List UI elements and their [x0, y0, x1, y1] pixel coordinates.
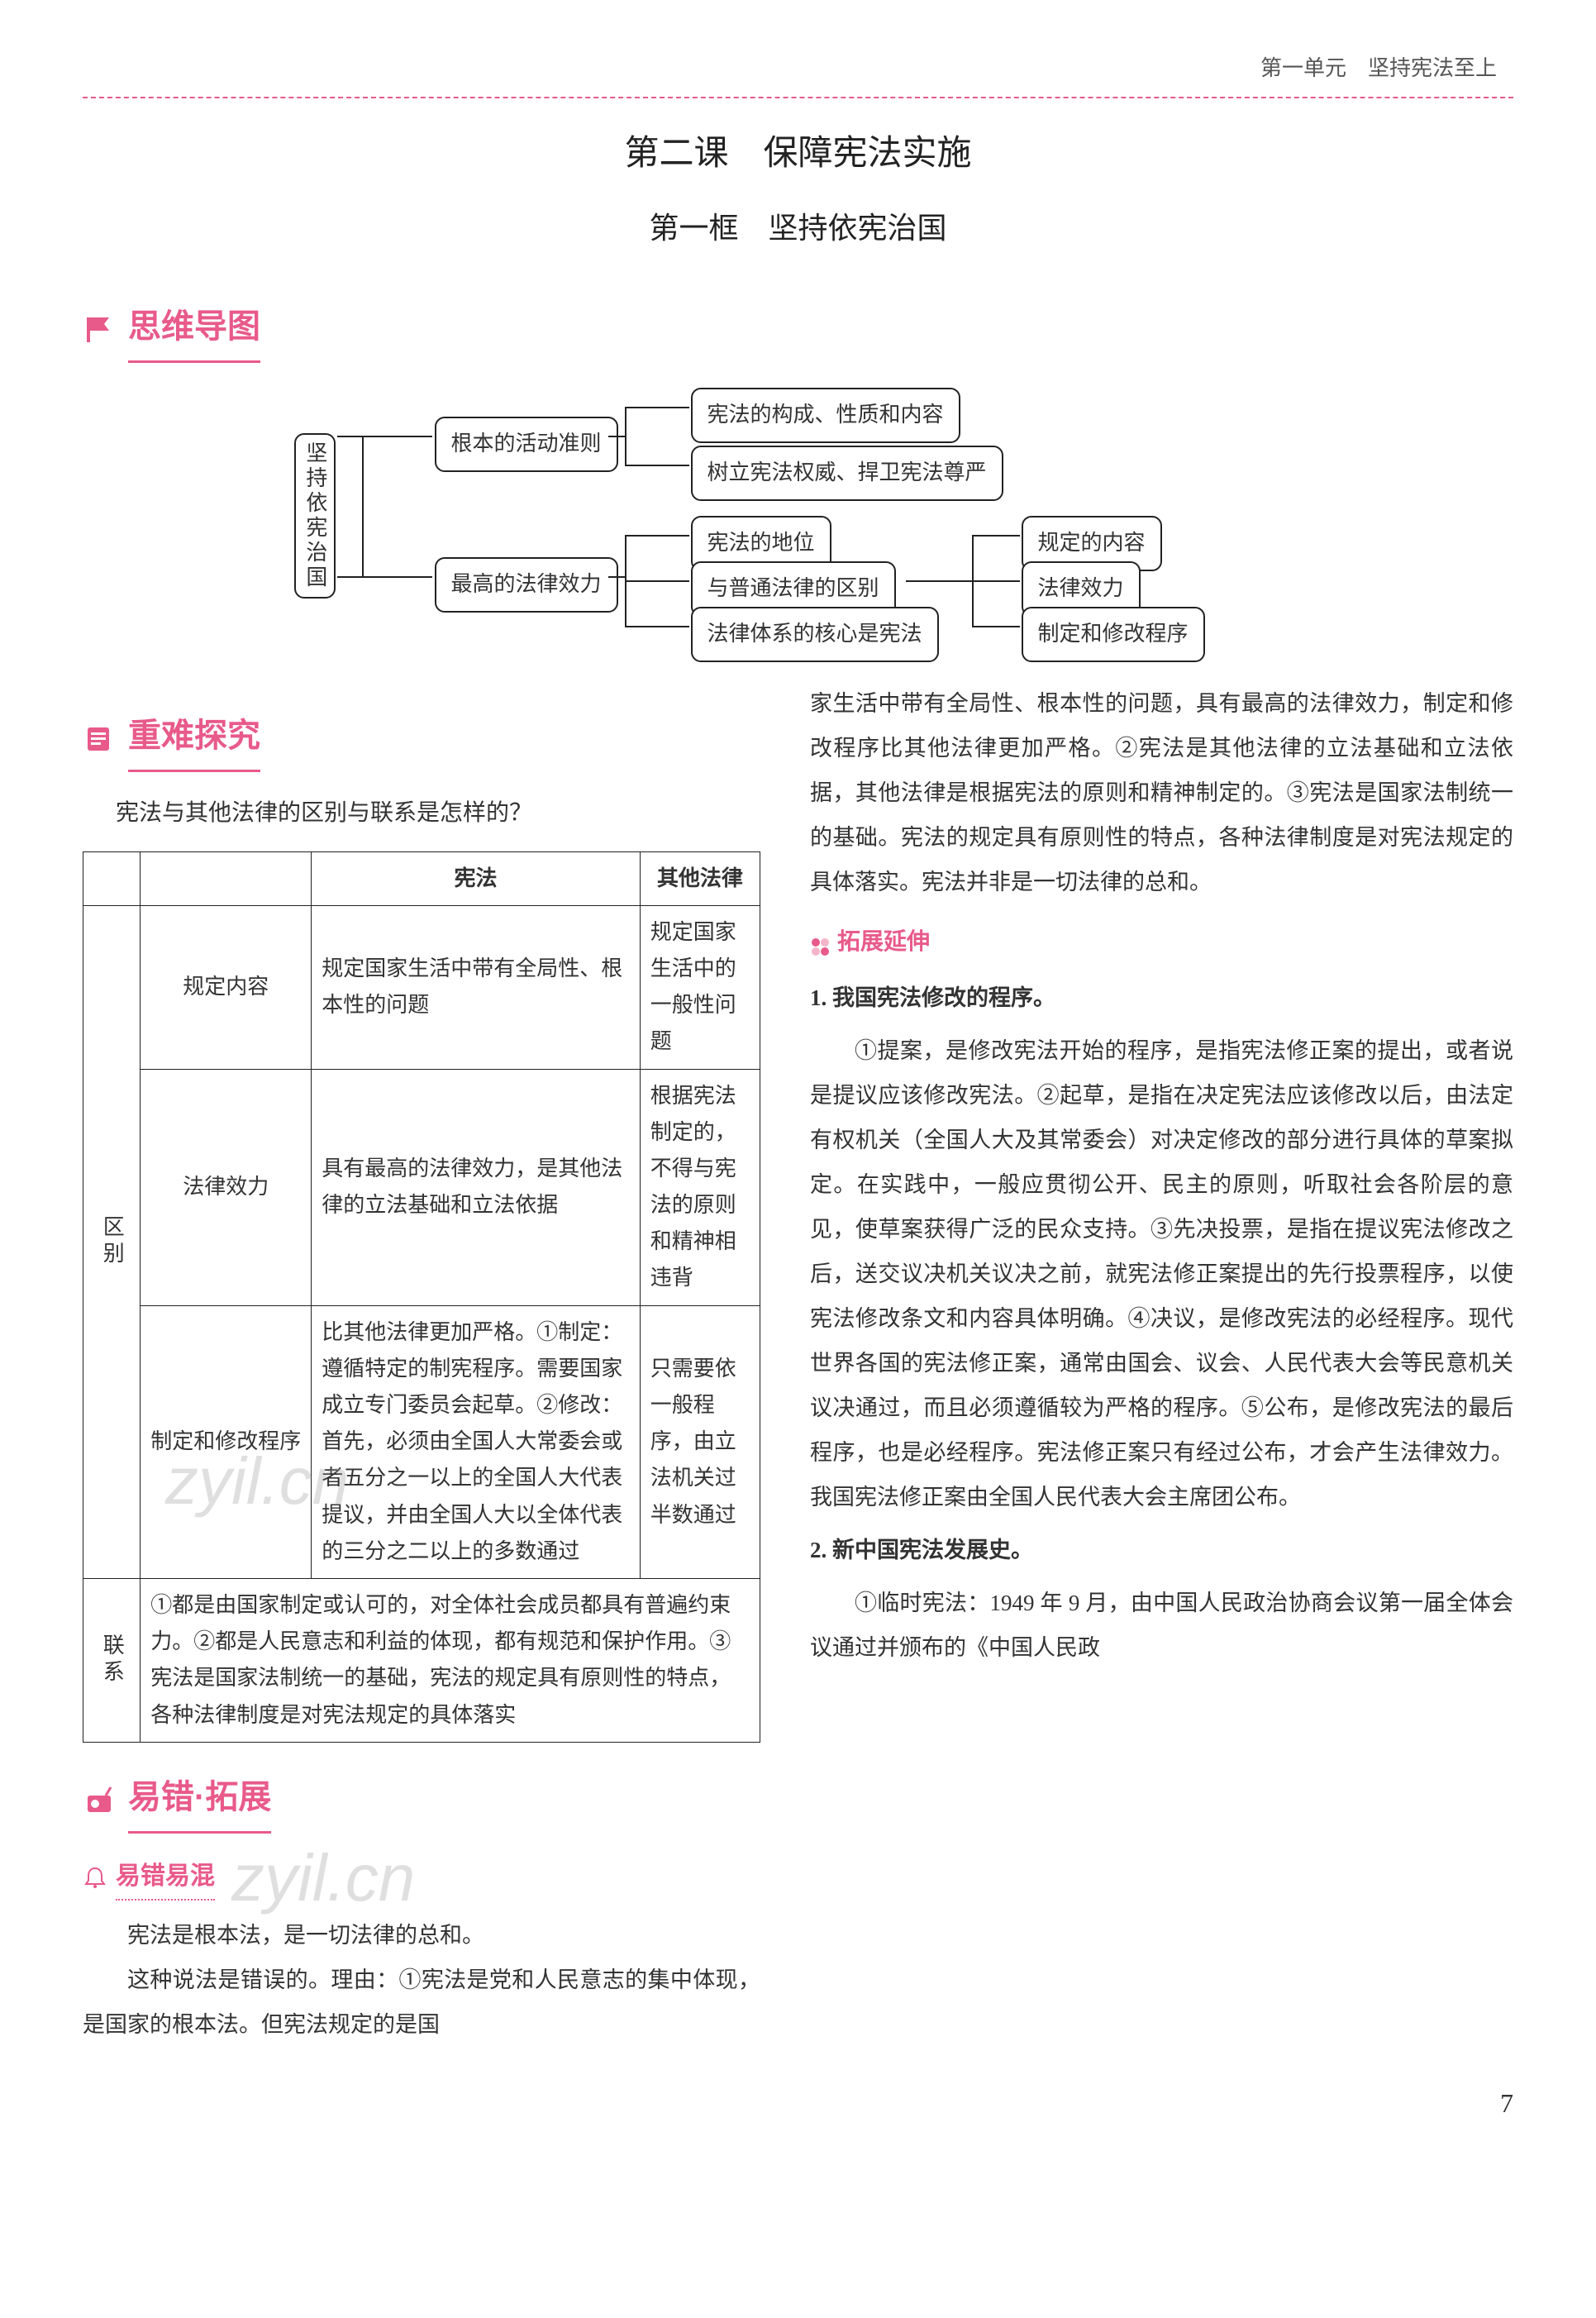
mm-line	[972, 626, 1020, 627]
right-column: 家生活中带有全局性、根本性的问题，具有最高的法律效力，制定和修改程序比其他法律更…	[810, 681, 1513, 2047]
cell-2-1: 比其他法律更加严格。①制定：遵循特定的制宪程序。需要国家成立专门委员会起草。②修…	[312, 1305, 641, 1578]
error-statement: 宪法是根本法，是一切法律的总和。	[83, 1913, 760, 1958]
error-explanation: 这种说法是错误的。理由：①宪法是党和人民意志的集中体现，是国家的根本法。但宪法规…	[83, 1958, 760, 2047]
mindmap-branch1-child1: 树立宪法权威、捍卫宪法尊严	[691, 446, 1003, 501]
difficulty-header-text: 重难探究	[128, 706, 260, 772]
question-text: 宪法与其他法律的区别与联系是怎样的？	[116, 793, 760, 834]
bell-icon	[83, 1865, 107, 1890]
error-header-text: 易错·拓展	[128, 1767, 271, 1834]
mm-line	[337, 436, 362, 437]
mindmap-branch1: 根本的活动准则	[435, 417, 618, 472]
mm-line	[625, 407, 689, 408]
radio-icon	[83, 1784, 116, 1817]
breadcrumb-divider	[83, 97, 1513, 98]
lesson-title: 第二课 保障宪法实施	[83, 123, 1513, 186]
mm-line	[608, 576, 626, 578]
table-header-constitution: 宪法	[312, 851, 641, 905]
difficulty-section-header: 重难探究	[83, 706, 760, 772]
dots-icon	[810, 932, 831, 952]
mm-line	[906, 580, 974, 582]
continuation-text: 家生活中带有全局性、根本性的问题，具有最高的法律效力，制定和修改程序比其他法律更…	[810, 681, 1513, 904]
table-row: 联系 ①都是由国家制定或认可的，对全体社会成员都具有普遍约束力。②都是人民意志和…	[83, 1578, 760, 1742]
item2-title: 2. 新中国宪法发展史。	[810, 1528, 1513, 1572]
table-header-other: 其他法律	[640, 851, 760, 905]
row-label-2: 制定和修改程序	[141, 1305, 312, 1578]
cell-1-2: 根据宪法制定的，不得与宪法的原则和精神相违背	[640, 1069, 760, 1305]
mm-line	[972, 535, 1020, 537]
cell-1-1: 具有最高的法律效力，是其他法律的立法基础和立法依据	[312, 1069, 641, 1305]
page-number: 7	[83, 2080, 1513, 2128]
table-header-empty2	[141, 851, 312, 905]
mindmap-branch2-child2: 法律体系的核心是宪法	[691, 607, 939, 662]
comparison-table: 宪法 其他法律 区别 规定内容 规定国家生活中带有全局性、根本性的问题 规定国家…	[83, 851, 760, 1743]
two-column-layout: 重难探究 宪法与其他法律的区别与联系是怎样的？ 宪法 其他法律 区别 规定内容 …	[83, 681, 1513, 2047]
mindmap-sub2: 制定和修改程序	[1022, 607, 1205, 662]
extend-header: 拓展延伸	[810, 921, 1513, 962]
mindmap-container: 坚持依宪治国 根本的活动准则 宪法的构成、性质和内容 树立宪法权威、捍卫宪法尊严…	[83, 384, 1513, 648]
error-section-header: 易错·拓展	[83, 1767, 760, 1834]
cell-0-2: 规定国家生活中的一般性问题	[640, 905, 760, 1069]
table-row: 法律效力 具有最高的法律效力，是其他法律的立法基础和立法依据 根据宪法制定的，不…	[83, 1069, 760, 1305]
mm-line	[337, 576, 362, 578]
mm-line	[625, 580, 689, 582]
mindmap-root: 坚持依宪治国	[294, 433, 336, 599]
table-header-empty1	[83, 851, 141, 905]
mindmap-section-header: 思维导图	[83, 297, 1513, 363]
row-label-0: 规定内容	[141, 905, 312, 1069]
extend-text: 拓展延伸	[837, 921, 930, 962]
mm-line	[608, 436, 626, 437]
breadcrumb: 第一单元 坚持宪法至上	[83, 50, 1513, 88]
table-row: 制定和修改程序 比其他法律更加严格。①制定：遵循特定的制宪程序。需要国家成立专门…	[83, 1305, 760, 1578]
mm-line	[625, 626, 689, 627]
table-header-row: 宪法 其他法律	[83, 851, 760, 905]
error-subtext: 易错易混	[116, 1854, 215, 1901]
mindmap-branch2: 最高的法律效力	[435, 557, 618, 613]
left-column: 重难探究 宪法与其他法律的区别与联系是怎样的？ 宪法 其他法律 区别 规定内容 …	[83, 681, 760, 2047]
diff-label: 区别	[83, 905, 141, 1578]
item1-body: ①提案，是修改宪法开始的程序，是指宪法修正案的提出，或者说是提议应该修改宪法。②…	[810, 1028, 1513, 1519]
section-subtitle: 第一框 坚持依宪治国	[83, 202, 1513, 255]
item2-body: ①临时宪法：1949 年 9 月，由中国人民政治协商会议第一届全体会议通过并颁布…	[810, 1581, 1513, 1670]
mm-line	[362, 436, 364, 578]
mm-line	[362, 576, 432, 578]
cell-0-1: 规定国家生活中带有全局性、根本性的问题	[312, 905, 641, 1069]
item1-title: 1. 我国宪法修改的程序。	[810, 975, 1513, 1020]
mindmap: 坚持依宪治国 根本的活动准则 宪法的构成、性质和内容 树立宪法权威、捍卫宪法尊严…	[179, 384, 1418, 648]
error-subheader: 易错易混	[83, 1854, 760, 1901]
mm-line	[972, 580, 1020, 582]
mm-line	[362, 436, 432, 437]
mindmap-branch1-child0: 宪法的构成、性质和内容	[691, 388, 960, 443]
row-label-1: 法律效力	[141, 1069, 312, 1305]
link-label: 联系	[83, 1578, 141, 1742]
mm-line	[625, 535, 689, 537]
cell-2-2: 只需要依一般程序，由立法机关过半数通过	[640, 1305, 760, 1578]
mm-line	[625, 465, 689, 466]
table-row: 区别 规定内容 规定国家生活中带有全局性、根本性的问题 规定国家生活中的一般性问…	[83, 905, 760, 1069]
book-icon	[83, 723, 116, 756]
mindmap-header-text: 思维导图	[128, 297, 260, 363]
link-content: ①都是由国家制定或认可的，对全体社会成员都具有普遍约束力。②都是人民意志和利益的…	[141, 1578, 760, 1742]
flag-icon	[83, 313, 116, 346]
